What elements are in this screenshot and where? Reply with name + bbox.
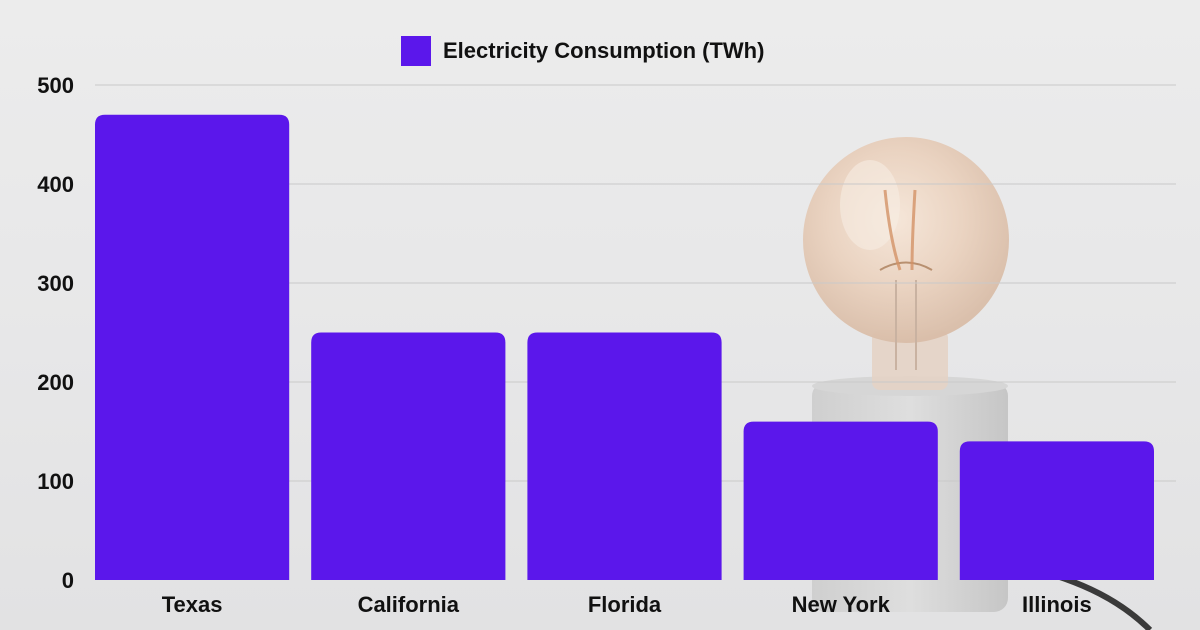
bar-illinois bbox=[959, 441, 1154, 580]
x-tick-label: Florida bbox=[588, 592, 662, 617]
bar-texas bbox=[95, 114, 290, 580]
x-axis: Texas California Florida New York Illinois bbox=[162, 592, 1092, 617]
y-axis: 0 100 200 300 400 500 bbox=[37, 73, 74, 593]
y-tick-label: 500 bbox=[37, 73, 74, 98]
y-tick-label: 300 bbox=[37, 271, 74, 296]
x-tick-label: Texas bbox=[162, 592, 223, 617]
y-tick-label: 400 bbox=[37, 172, 74, 197]
y-tick-label: 0 bbox=[62, 568, 74, 593]
legend-swatch bbox=[401, 36, 431, 66]
x-tick-label: California bbox=[358, 592, 460, 617]
legend: Electricity Consumption (TWh) bbox=[401, 36, 764, 66]
y-tick-label: 200 bbox=[37, 370, 74, 395]
bar-new-york bbox=[743, 421, 938, 580]
y-tick-label: 100 bbox=[37, 469, 74, 494]
legend-label: Electricity Consumption (TWh) bbox=[443, 38, 764, 63]
bar-florida bbox=[527, 332, 722, 580]
x-tick-label: Illinois bbox=[1022, 592, 1092, 617]
bar-california bbox=[311, 332, 506, 580]
x-tick-label: New York bbox=[792, 592, 891, 617]
bars bbox=[95, 114, 1154, 580]
